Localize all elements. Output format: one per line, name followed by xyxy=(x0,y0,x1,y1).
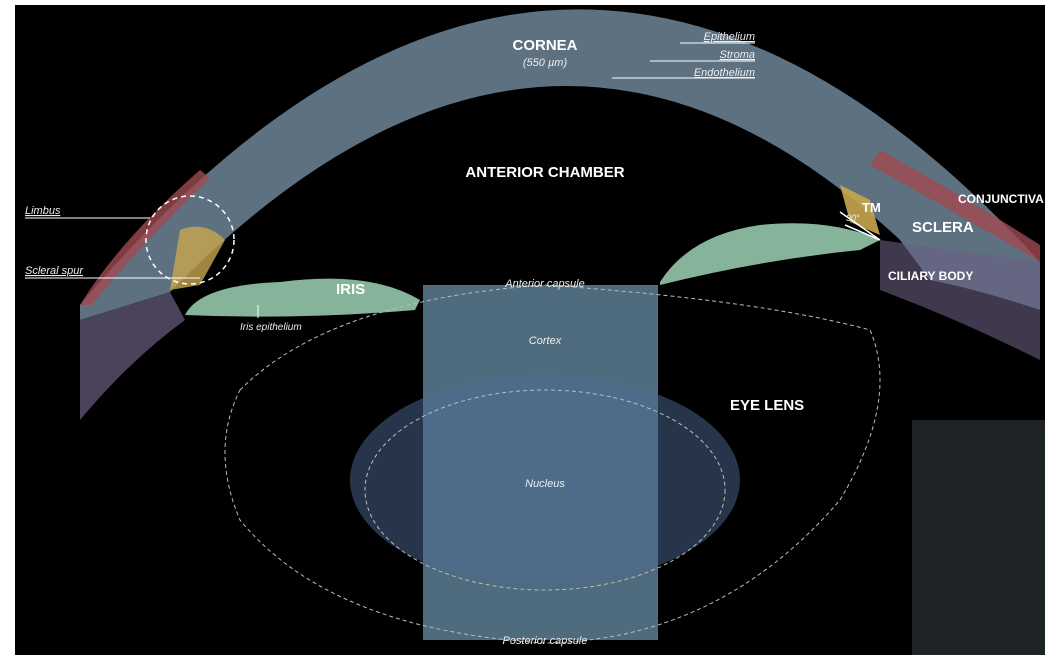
iris-left xyxy=(185,278,420,317)
annotation: Iris epithelium xyxy=(240,322,302,333)
angle-label: 30° xyxy=(846,213,860,223)
region-label: ANTERIOR CHAMBER xyxy=(465,164,624,181)
region-label: IRIS xyxy=(336,281,365,298)
iris-right xyxy=(660,223,880,285)
ciliary-right xyxy=(880,240,1040,360)
lens-outline xyxy=(224,284,881,644)
region-label: EYE LENS xyxy=(730,397,804,414)
nucleus-outline xyxy=(364,389,726,591)
sclera-right xyxy=(870,150,1040,262)
inset xyxy=(912,420,1045,655)
leader-lines xyxy=(25,42,755,318)
cornea-label: CORNEA xyxy=(512,37,577,54)
layer-label: Epithelium xyxy=(704,31,755,43)
nucleus-area xyxy=(350,375,740,585)
annotation: Cortex xyxy=(529,335,562,347)
region-label: CILIARY BODY xyxy=(888,269,973,283)
scleral-spur-region xyxy=(170,226,225,290)
limbus-circle xyxy=(145,195,235,285)
region-label: SCLERA xyxy=(912,219,974,236)
annotation: Posterior capsule xyxy=(503,635,588,647)
layer-label: Endothelium xyxy=(694,67,755,79)
annotation: Scleral spur xyxy=(25,265,84,277)
region-label: TM xyxy=(862,200,881,215)
annotation: Limbus xyxy=(25,205,61,217)
cornea xyxy=(80,9,1040,320)
ciliary-left xyxy=(80,292,185,420)
annotation: Anterior capsule xyxy=(504,278,585,290)
trabecular-meshwork xyxy=(840,185,880,235)
layer-label: Stroma xyxy=(720,49,755,61)
annotation: Nucleus xyxy=(525,478,565,490)
region-label: CONJUNCTIVA xyxy=(958,192,1044,206)
sclera-left xyxy=(80,170,210,305)
cornea-thickness: (550 µm) xyxy=(523,57,568,69)
angle-lines xyxy=(839,211,881,241)
